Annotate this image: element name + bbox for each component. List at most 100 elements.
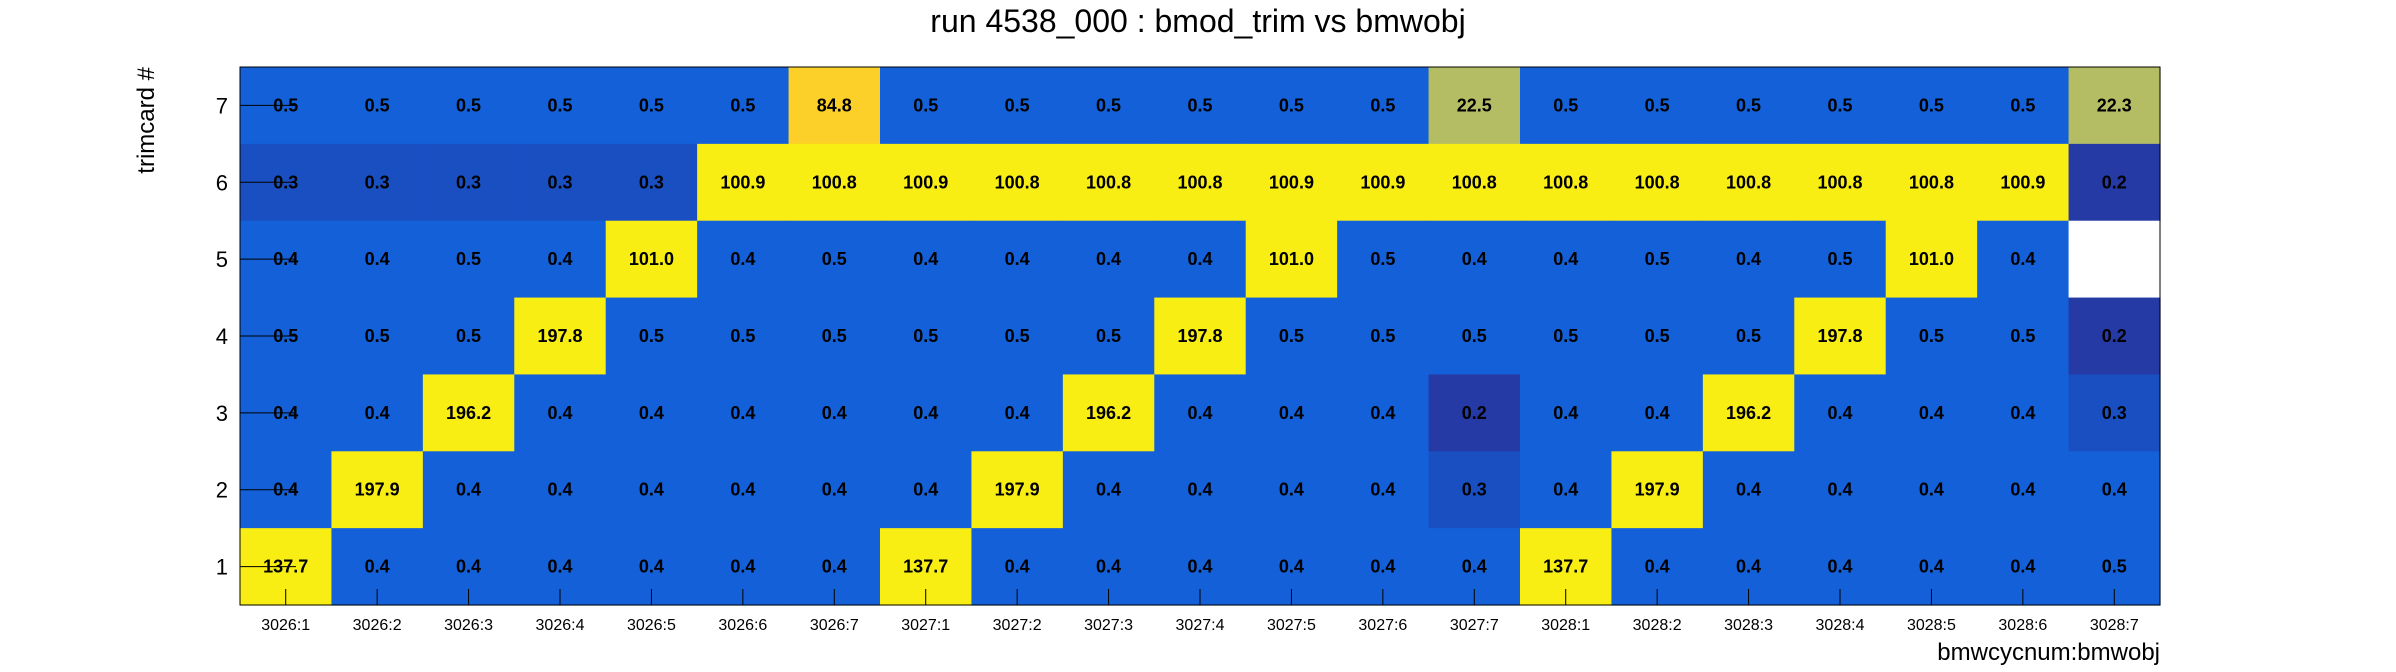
heatmap-cell-label: 100.9 bbox=[903, 172, 948, 192]
heatmap-cell-label: 0.5 bbox=[1370, 326, 1395, 346]
heatmap-cell bbox=[1520, 451, 1613, 529]
heatmap-cell bbox=[1885, 220, 1978, 299]
heatmap-cell bbox=[605, 143, 698, 222]
heatmap-cell-label: 0.5 bbox=[1827, 249, 1852, 269]
heatmap-cell bbox=[1702, 220, 1795, 299]
heatmap-cell-label: 0.5 bbox=[2010, 326, 2035, 346]
heatmap-cell bbox=[1062, 143, 1155, 222]
heatmap-cell bbox=[422, 451, 515, 529]
heatmap-cell-label: 0.4 bbox=[1187, 249, 1212, 269]
heatmap-cell-label: 0.4 bbox=[639, 403, 664, 423]
heatmap-cell-label: 0.4 bbox=[822, 557, 847, 577]
heatmap-cell bbox=[1428, 374, 1521, 452]
heatmap-cell-label: 0.4 bbox=[1919, 480, 1944, 500]
heatmap-cell bbox=[1428, 220, 1521, 299]
heatmap-cell-label: 0.4 bbox=[822, 403, 847, 423]
heatmap-cell bbox=[331, 220, 424, 299]
heatmap-cell bbox=[1062, 67, 1155, 145]
heatmap-cell-label: 0.3 bbox=[639, 172, 664, 192]
heatmap-cell-label: 101.0 bbox=[1269, 249, 1314, 269]
heatmap-cell-label: 100.8 bbox=[995, 172, 1040, 192]
heatmap-cell bbox=[2068, 297, 2161, 376]
heatmap-cell-label: 0.4 bbox=[547, 249, 572, 269]
heatmap-cell bbox=[422, 374, 515, 452]
heatmap-cell-label: 0.5 bbox=[365, 95, 390, 115]
heatmap-cell bbox=[1428, 451, 1521, 529]
heatmap-cell-label: 100.8 bbox=[1726, 172, 1771, 192]
heatmap-cell-label: 0.5 bbox=[1096, 326, 1121, 346]
heatmap-cell-label: 0.4 bbox=[730, 557, 755, 577]
heatmap-cell bbox=[971, 67, 1064, 145]
heatmap-cell-label: 0.4 bbox=[1919, 557, 1944, 577]
heatmap-cell-label: 0.4 bbox=[456, 480, 481, 500]
heatmap-cell bbox=[788, 451, 881, 529]
heatmap-cell bbox=[1611, 67, 1704, 145]
heatmap-cell-label: 0.5 bbox=[1187, 95, 1212, 115]
heatmap-cell bbox=[1520, 67, 1613, 145]
heatmap-cell bbox=[971, 143, 1064, 222]
heatmap-cell bbox=[1062, 297, 1155, 376]
x-tick-label: 3026:4 bbox=[536, 617, 585, 634]
heatmap-cell bbox=[1977, 374, 2070, 452]
heatmap-cell-label: 0.4 bbox=[1553, 403, 1578, 423]
heatmap-cell-label: 0.4 bbox=[1645, 557, 1670, 577]
heatmap-cell-labels: 0.5 0.5 0.5 0.5 0.5 0.5 84.8 0.5 0.5 0.5 0.5 0.5 0.5… bbox=[263, 95, 2132, 576]
heatmap-cell bbox=[697, 297, 790, 376]
heatmap-cell-label: 0.5 bbox=[913, 95, 938, 115]
heatmap-cell-label: 0.4 bbox=[1827, 557, 1852, 577]
heatmap-cell bbox=[1154, 67, 1247, 145]
heatmap-cell bbox=[697, 143, 790, 222]
heatmap-cell-label: 0.4 bbox=[1645, 403, 1670, 423]
heatmap-cell-label: 0.4 bbox=[730, 480, 755, 500]
heatmap-cell-label: 22.3 bbox=[2097, 95, 2132, 115]
heatmap-cell bbox=[1245, 220, 1338, 299]
heatmap-cell bbox=[605, 67, 698, 145]
heatmap-cell-label: 0.5 bbox=[365, 326, 390, 346]
heatmap-cell bbox=[331, 451, 424, 529]
heatmap-cell-label: 0.4 bbox=[365, 403, 390, 423]
heatmap-cell-label: 0.4 bbox=[1553, 480, 1578, 500]
heatmap-cell-label: 100.8 bbox=[1177, 172, 1222, 192]
heatmap-cell bbox=[1611, 143, 1704, 222]
heatmap-cell-label: 100.8 bbox=[1817, 172, 1862, 192]
heatmap-cell bbox=[971, 451, 1064, 529]
y-tick-label: 7 bbox=[216, 93, 228, 118]
heatmap-cell-label: 22.5 bbox=[1457, 95, 1492, 115]
heatmap-cell bbox=[1611, 451, 1704, 529]
heatmap-cell-label: 196.2 bbox=[446, 403, 491, 423]
heatmap-cell-label: 0.4 bbox=[456, 557, 481, 577]
heatmap-cell-label: 0.4 bbox=[1462, 557, 1487, 577]
heatmap-cell-label: 100.8 bbox=[1086, 172, 1131, 192]
heatmap-cell bbox=[1794, 374, 1887, 452]
heatmap-cell bbox=[514, 143, 607, 222]
heatmap-cell bbox=[880, 220, 973, 299]
heatmap-cell-label: 0.4 bbox=[1919, 403, 1944, 423]
heatmap-cell-label: 0.5 bbox=[2102, 557, 2127, 577]
heatmap-cell-label: 0.5 bbox=[730, 326, 755, 346]
heatmap-cell bbox=[1885, 374, 1978, 452]
heatmap-cell bbox=[1337, 143, 1430, 222]
heatmap-cell bbox=[788, 143, 881, 222]
heatmap-cell-label: 0.5 bbox=[547, 95, 572, 115]
heatmap-cell-label: 0.5 bbox=[2010, 95, 2035, 115]
heatmap-cell bbox=[514, 220, 607, 299]
heatmap-cell-label: 0.5 bbox=[1279, 95, 1304, 115]
heatmap-cell-label: 197.9 bbox=[995, 480, 1040, 500]
heatmap-cell bbox=[1977, 297, 2070, 376]
heatmap-cell-label: 0.5 bbox=[1645, 326, 1670, 346]
heatmap-cell bbox=[514, 67, 607, 145]
heatmap-cell bbox=[880, 374, 973, 452]
heatmap-cell-label: 0.4 bbox=[365, 557, 390, 577]
heatmap-cell-label: 0.4 bbox=[547, 403, 572, 423]
heatmap-cell bbox=[1885, 67, 1978, 145]
heatmap-cell-label: 0.4 bbox=[1462, 249, 1487, 269]
heatmap-cell bbox=[697, 220, 790, 299]
heatmap-cell-label: 0.2 bbox=[2102, 172, 2127, 192]
heatmap-cell-label: 100.8 bbox=[1909, 172, 1954, 192]
heatmap-cell bbox=[1702, 374, 1795, 452]
y-tick-label: 1 bbox=[216, 555, 228, 580]
heatmap-cell bbox=[331, 374, 424, 452]
x-tick-label: 3027:7 bbox=[1450, 617, 1499, 634]
heatmap-cell-label: 0.3 bbox=[456, 172, 481, 192]
heatmap-cell-label: 0.4 bbox=[1279, 480, 1304, 500]
